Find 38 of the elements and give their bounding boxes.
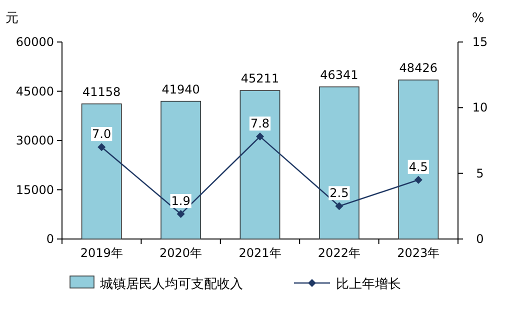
y-tick-label: 45000 <box>16 84 54 98</box>
bar <box>160 100 201 240</box>
data-label: 46341 <box>320 68 358 82</box>
x-tick-label: 2021年 <box>238 246 282 260</box>
bar <box>240 90 280 240</box>
data-label: 41940 <box>162 82 200 96</box>
y-tick-label: 15000 <box>16 182 54 197</box>
x-tick-label: 2023年 <box>397 246 440 260</box>
data-label: 7.0 <box>92 127 112 142</box>
data-label: 7.8 <box>250 116 270 131</box>
bar <box>81 103 122 240</box>
y2-axis-title: % <box>472 11 484 26</box>
point <box>98 143 106 152</box>
data-label: 1.9 <box>171 194 190 208</box>
x-tick-label: 2020年 <box>160 246 202 260</box>
data-label: 4.5 <box>408 160 428 174</box>
y2-tick-label: 15 <box>472 35 488 49</box>
bar <box>319 86 360 240</box>
y-tick-label: 30000 <box>16 134 54 148</box>
y-axis-title: 元 <box>6 11 18 26</box>
point <box>335 202 344 210</box>
y-tick-label: 60000 <box>16 35 54 49</box>
y2-tick-label: 10 <box>472 100 488 115</box>
point <box>414 176 422 184</box>
x-tick-label: 2022年 <box>318 246 360 260</box>
legend-label: 城镇居民人均可支配收入 <box>99 277 243 292</box>
data-label: 41158 <box>82 84 121 99</box>
point <box>256 132 264 141</box>
data-label: 2.5 <box>330 186 349 200</box>
x-tick-label: 2019年 <box>80 246 123 260</box>
legend-label: 比上年增长 <box>336 277 401 292</box>
data-label: 48426 <box>399 61 438 75</box>
point <box>176 210 185 218</box>
y2-tick-label: 5 <box>476 166 484 180</box>
bar <box>398 80 439 240</box>
y-tick-label: 0 <box>46 232 54 246</box>
data-label: 45211 <box>240 72 280 86</box>
y2-tick-label: 0 <box>476 232 484 246</box>
